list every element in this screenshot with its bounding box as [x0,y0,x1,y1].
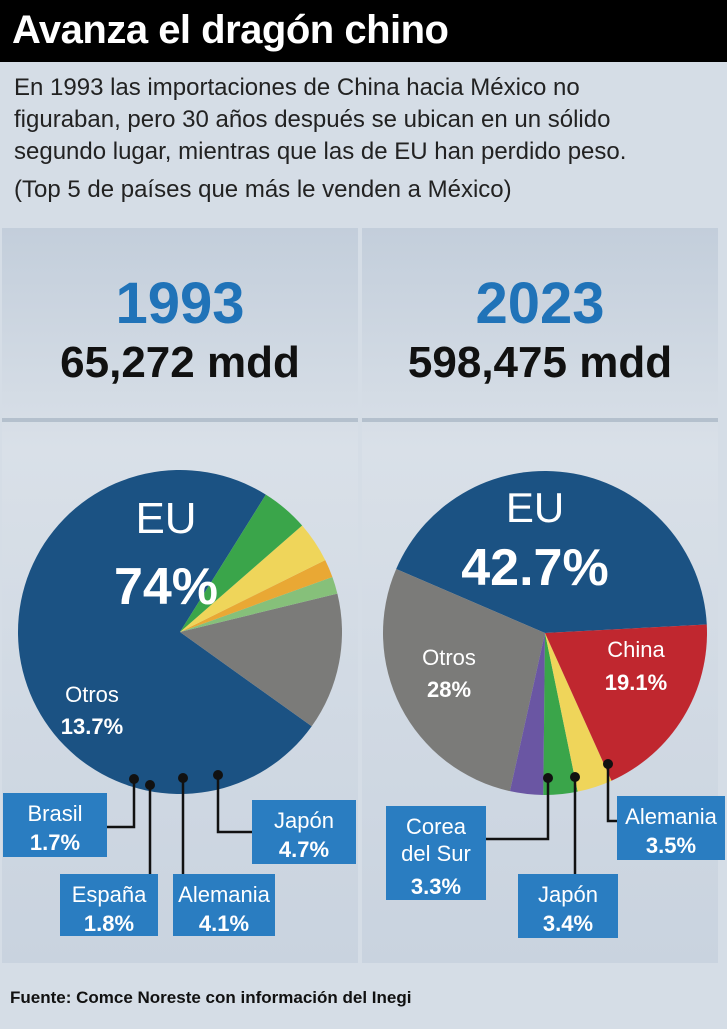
callout-name-2023-corea-del-sur: Corea [406,814,467,839]
pie-slice-2023-china [545,624,708,781]
slice-name-2023-china: China [607,637,665,662]
pie-slice-1993-alemania [180,525,326,632]
callout-name-2023-japon: Japón [538,882,598,907]
total-2023: 598,475 mdd [407,338,673,387]
intro-text: En 1993 las importaciones de China hacia… [14,72,714,206]
pie-slice-2023-japon [543,633,578,795]
callout-line-2023-corea-del-sur [486,778,550,841]
pie-slice-2023-corea-del-sur [509,633,545,795]
year-label-1993: 1993 [115,271,245,336]
pie-slice-1993-brasil [180,577,338,632]
pie-slice-2023-alemania [545,633,612,792]
callout-value-2023-alemania: 3.5% [646,833,696,858]
callout-value-2023-japon: 3.4% [543,911,593,936]
divider [2,418,358,422]
callout-name-1993-japon: Japón [274,808,334,833]
slice-value-1993-eu: 74% [114,558,218,616]
callout-name-1993-brasil: Brasil [27,801,82,826]
callout-box-1993-brasil [3,793,107,857]
callout-dot-1993-espana [145,780,155,790]
total-1993: 65,272 mdd [60,338,300,387]
slice-value-2023-china: 19.1% [605,670,667,695]
callout-box-1993-espana [60,874,158,936]
slice-value-2023-eu: 42.7% [461,539,608,597]
slice-name-1993-otros: Otros [65,682,119,707]
callout-value-1993-espana: 1.8% [84,911,134,936]
callout-box-2023-corea-del-sur [386,806,486,900]
intro-line: figuraban, pero 30 años después se ubica… [14,106,611,133]
callout-box-1993-alemania [173,874,275,936]
slice-name-1993-eu: EU [135,494,196,543]
source-note: Fuente: Comce Noreste con información de… [10,988,412,1007]
callout-name-1993-espana: España [72,882,147,907]
callout-dot-1993-japon [213,770,223,780]
slice-name-2023-eu: EU [506,484,564,531]
callout-dot-1993-brasil [129,774,139,784]
callout-box-2023-alemania [617,796,725,860]
slice-value-1993-otros: 13.7% [61,714,123,739]
pie-slice-2023-eu [396,470,707,633]
callout-name-2023-corea-del-sur: del Sur [401,841,471,866]
intro-line: segundo lugar, mientras que las de EU ha… [14,138,627,165]
slice-value-2023-otros: 28% [427,677,471,702]
callout-value-1993-alemania: 4.1% [199,911,249,936]
callout-name-1993-alemania: Alemania [178,882,270,907]
pie-slice-2023-otros [382,568,545,792]
callout-dot-2023-corea-del-sur [543,773,553,783]
year-label-2023: 2023 [475,271,605,336]
pie-slice-1993-japon [180,494,303,632]
callout-line-2023-alemania [606,764,617,823]
callout-value-1993-brasil: 1.7% [30,830,80,855]
pie-slice-1993-espana [180,560,333,632]
callout-dot-2023-alemania [603,759,613,769]
page-title: Avanza el dragón chino [12,8,449,52]
intro-line: En 1993 las importaciones de China hacia… [14,74,580,101]
pie-slice-1993-eu [17,469,312,794]
callout-box-2023-japon [518,874,618,938]
callout-name-2023-alemania: Alemania [625,804,717,829]
divider [362,418,718,422]
callout-box-1993-japon [252,800,356,864]
callout-line-1993-japon [216,775,252,834]
callout-dot-2023-japon [570,772,580,782]
callout-value-1993-japon: 4.7% [279,837,329,862]
slice-name-2023-otros: Otros [422,645,476,670]
pie-slice-1993-otros [180,593,342,727]
callout-dot-1993-alemania [178,773,188,783]
intro-subtitle: (Top 5 de países que más le venden a Méx… [14,176,512,203]
callout-value-2023-corea-del-sur: 3.3% [411,874,461,899]
title-bar: Avanza el dragón chino [0,0,727,62]
callout-line-1993-brasil [107,779,136,829]
